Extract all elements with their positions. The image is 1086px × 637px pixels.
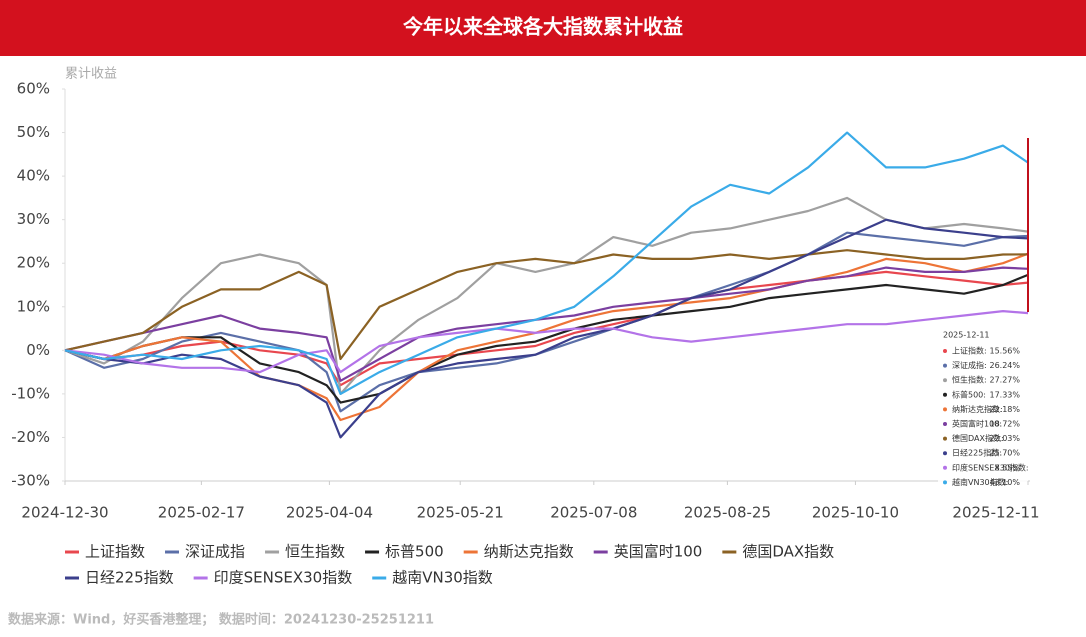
y-tick-label: -30% <box>11 472 50 490</box>
tooltip-dot <box>943 480 947 485</box>
tooltip-name: 德国DAX指数: <box>952 433 1004 443</box>
tooltip-value: 43.10% <box>989 478 1020 487</box>
series-line <box>64 273 1029 404</box>
y-tick-label: 20% <box>17 254 50 272</box>
tooltip-value: 25.70% <box>989 449 1020 458</box>
tooltip-dot <box>943 349 947 353</box>
legend: 上证指数 深证成指 恒生指数 标普500 纳斯达克指数 英国富时100 德国DAX指数日经2… <box>65 543 834 587</box>
tooltip-value: 8.55% <box>995 463 1021 472</box>
legend-label: 纳斯达克指数 <box>484 543 574 561</box>
tooltip-name: 英国富时100: <box>952 419 1002 429</box>
x-tick-label: 2025-08-25 <box>684 504 771 522</box>
y-tick-label: 40% <box>17 167 50 185</box>
y-tick-label: -20% <box>11 428 50 446</box>
tooltip-value: 26.24% <box>989 361 1020 370</box>
legend-label: 恒生指数 <box>285 543 345 561</box>
tooltip-value: 22.03% <box>989 434 1020 443</box>
series-line <box>64 249 1029 361</box>
plot <box>64 131 1029 439</box>
x-tick-label: 2025-04-04 <box>286 504 373 522</box>
x-tick-label: 2025-05-21 <box>417 504 504 522</box>
source-note: 数据来源：Wind，好买香港整理； 数据时间：20241230-25251211 <box>8 612 434 628</box>
series-line <box>64 270 1029 387</box>
legend-label: 上证指数 <box>85 543 145 561</box>
tooltip-dot <box>943 378 947 383</box>
tooltip-value: 17.33% <box>989 390 1020 399</box>
tooltip-box <box>938 326 1028 492</box>
tooltip-name: 标普500: <box>952 389 986 399</box>
x-tick-label: 2025-10-10 <box>812 504 899 522</box>
tooltip-name: 纳斯达克指数: <box>952 404 1003 414</box>
legend-label: 越南VN30指数 <box>392 569 493 587</box>
series-line <box>64 218 1029 439</box>
x-tick-label: 2024-12-30 <box>21 504 108 522</box>
tooltip-value: 18.72% <box>989 420 1020 429</box>
tooltip-name: 上证指数: <box>952 346 987 356</box>
header-band <box>0 0 1086 56</box>
tooltip-name: 深证成指: <box>952 360 987 370</box>
y-tick-label: 10% <box>17 297 50 315</box>
tooltip-dot <box>943 465 947 470</box>
tooltip-value: 15.56% <box>989 347 1020 356</box>
y-tick-label: 50% <box>17 123 50 141</box>
legend-label: 英国富时100 <box>614 543 703 561</box>
tooltip-name: 恒生指数: <box>952 375 987 385</box>
legend-label: 日经225指数 <box>85 569 174 587</box>
x-tick-label: 2025-12-11 <box>952 504 1039 522</box>
series-line <box>64 196 1029 395</box>
y-tick-label: 30% <box>17 210 50 228</box>
tooltip-dot <box>943 407 947 412</box>
tooltip-value: 27.27% <box>989 376 1020 385</box>
legend-label: 标普500 <box>385 543 444 561</box>
x-tick-label: 2025-07-08 <box>550 504 637 522</box>
legend-label: 德国DAX指数 <box>742 543 834 561</box>
legend-label: 印度SENSEX30指数 <box>214 569 353 587</box>
x-tick-label: 2025-02-17 <box>158 504 245 522</box>
legend-label: 深证成指 <box>185 543 245 561</box>
tooltip-name: 印度SENSEX30指数: <box>952 462 1029 472</box>
tooltip-dot <box>943 451 947 456</box>
y-axis-title: 累计收益 <box>65 67 117 82</box>
tooltip-name: 日经225指数: <box>952 448 1002 458</box>
tooltip-dot <box>943 392 947 397</box>
y-tick-label: -10% <box>11 384 50 402</box>
series-line <box>64 310 1029 374</box>
tooltip-dot <box>943 363 947 368</box>
chart-title: 今年以来全球各大指数累计收益 <box>403 15 683 39</box>
y-tick-label: 60% <box>17 80 50 98</box>
tooltip-date: 2025-12-11 <box>943 331 990 340</box>
tooltip-dot <box>943 422 947 426</box>
tooltip: 上证指数: 15.56%深证成指: 26.24%恒生指数: 27.27%标普500: 1… <box>943 346 1029 487</box>
tooltip-value: 22.18% <box>989 405 1020 414</box>
tooltip-dot <box>943 436 947 441</box>
y-tick-label: 0% <box>26 341 50 359</box>
series-line <box>64 131 1029 395</box>
tooltip-name: 越南VN30指数: <box>952 477 1008 487</box>
